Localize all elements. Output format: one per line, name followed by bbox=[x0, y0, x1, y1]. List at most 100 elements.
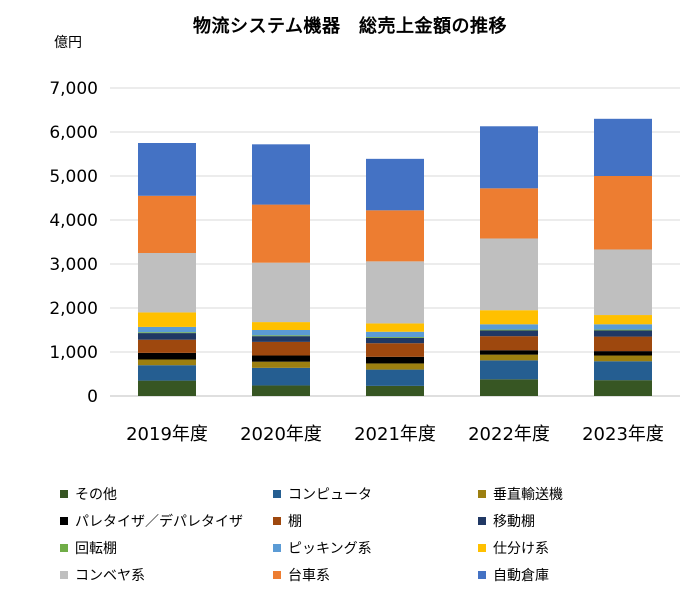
bar-segment bbox=[366, 337, 424, 344]
bar-segment bbox=[138, 365, 196, 381]
bar-segment bbox=[594, 315, 652, 325]
legend-swatch bbox=[60, 517, 68, 525]
x-category-label: 2022年度 bbox=[468, 424, 550, 445]
y-tick-label: 1,000 bbox=[49, 343, 98, 363]
y-tick-label: 6,000 bbox=[49, 123, 98, 143]
chart-title: 物流システム機器 総売上金額の推移 bbox=[193, 16, 507, 37]
bar-segment bbox=[252, 341, 310, 356]
bar-segment bbox=[480, 238, 538, 311]
x-category-label: 2023年度 bbox=[582, 424, 664, 445]
legend-label: 自動倉庫 bbox=[493, 568, 549, 584]
bar-segment bbox=[594, 249, 652, 316]
y-tick-label: 4,000 bbox=[49, 211, 98, 231]
bar-segment bbox=[480, 330, 538, 337]
bar-segment bbox=[594, 380, 652, 396]
bar-segment bbox=[594, 351, 652, 356]
legend-label: 回転棚 bbox=[75, 541, 117, 557]
stacked-bar-chart: 0 1,000 2,000 3,000 4,000 5,000 6,000 7,000 2019… bbox=[49, 79, 680, 445]
bar-segment bbox=[138, 195, 196, 253]
legend-label: 台車系 bbox=[288, 568, 330, 584]
legend-item: 回転棚 bbox=[60, 538, 117, 558]
bar-segment bbox=[252, 385, 310, 396]
legend-label: 移動棚 bbox=[493, 514, 535, 530]
legend-swatch bbox=[60, 544, 68, 552]
x-category-label: 2019年度 bbox=[126, 424, 208, 445]
x-category-label: 2021年度 bbox=[354, 424, 436, 445]
legend-swatch bbox=[273, 571, 281, 579]
bar-segment bbox=[594, 329, 652, 331]
legend-swatch bbox=[273, 544, 281, 552]
legend-item: 棚 bbox=[273, 511, 302, 531]
legend-item: 垂直輸送機 bbox=[478, 484, 563, 504]
bar-segment bbox=[480, 336, 538, 351]
bar-segment bbox=[252, 144, 310, 205]
bar-segment bbox=[366, 210, 424, 262]
bar-segment bbox=[252, 361, 310, 368]
bar-segment bbox=[480, 350, 538, 355]
bar-segment bbox=[480, 324, 538, 330]
bar-segment bbox=[366, 337, 424, 338]
bar-segment bbox=[138, 333, 196, 340]
bar-segment bbox=[252, 322, 310, 330]
bar-segment bbox=[252, 335, 310, 337]
legend-swatch bbox=[478, 490, 486, 498]
bar-segment bbox=[594, 118, 652, 176]
bar-segment bbox=[366, 158, 424, 211]
bar-segment bbox=[138, 312, 196, 327]
legend-label: パレタイザ／デパレタイザ bbox=[75, 514, 243, 530]
legend-swatch bbox=[478, 517, 486, 525]
legend-swatch bbox=[60, 571, 68, 579]
y-unit-label: 億円 bbox=[54, 35, 82, 51]
bar-segment bbox=[138, 253, 196, 313]
bar-segment bbox=[594, 330, 652, 337]
x-category-label: 2020年度 bbox=[240, 424, 322, 445]
legend-item: コンベヤ系 bbox=[60, 565, 145, 585]
y-tick-label: 2,000 bbox=[49, 299, 98, 319]
bar-segment bbox=[480, 329, 538, 331]
bar-segment bbox=[138, 326, 196, 333]
bar-segment bbox=[366, 385, 424, 396]
bar-segment bbox=[138, 380, 196, 396]
legend-item: その他 bbox=[60, 484, 117, 504]
legend-swatch bbox=[478, 544, 486, 552]
bar-segment bbox=[480, 188, 538, 239]
bar-segment bbox=[480, 379, 538, 396]
bar-segment bbox=[480, 310, 538, 325]
legend-label: ピッキング系 bbox=[288, 541, 372, 557]
legend-swatch bbox=[273, 490, 281, 498]
bar-segment bbox=[252, 330, 310, 336]
legend-item: パレタイザ／デパレタイザ bbox=[60, 511, 243, 531]
bar-segment bbox=[480, 360, 538, 380]
bar-segment bbox=[480, 126, 538, 189]
legend-label: 仕分け系 bbox=[493, 541, 549, 557]
legend-label: その他 bbox=[75, 487, 117, 503]
bar-segment bbox=[138, 359, 196, 366]
legend-label: 垂直輸送機 bbox=[493, 487, 563, 503]
legend-label: コンベヤ系 bbox=[75, 568, 145, 584]
bar-segment bbox=[252, 336, 310, 342]
legend-item: 台車系 bbox=[273, 565, 330, 585]
legend-label: コンピュータ bbox=[288, 487, 372, 503]
bar-segment bbox=[366, 343, 424, 357]
bar-segment bbox=[252, 355, 310, 362]
legend-swatch bbox=[478, 571, 486, 579]
bar-segment bbox=[594, 324, 652, 330]
bar-segment bbox=[366, 363, 424, 370]
legend-item: コンピュータ bbox=[273, 484, 372, 504]
bar-segment bbox=[366, 356, 424, 364]
bar-segment bbox=[252, 262, 310, 323]
y-tick-label: 3,000 bbox=[49, 255, 98, 275]
legend-item: 自動倉庫 bbox=[478, 565, 549, 585]
bar-segment bbox=[366, 261, 424, 324]
y-tick-label: 5,000 bbox=[49, 167, 98, 187]
bar-segment bbox=[594, 336, 652, 352]
legend-item: ピッキング系 bbox=[273, 538, 372, 558]
bar-segment bbox=[366, 323, 424, 332]
legend-label: 棚 bbox=[288, 514, 302, 530]
bar-segment bbox=[366, 369, 424, 386]
bar-segment bbox=[594, 176, 652, 250]
y-tick-label: 0 bbox=[87, 387, 98, 407]
bar-segment bbox=[252, 367, 310, 386]
bar-segment bbox=[138, 339, 196, 353]
legend-swatch bbox=[60, 490, 68, 498]
